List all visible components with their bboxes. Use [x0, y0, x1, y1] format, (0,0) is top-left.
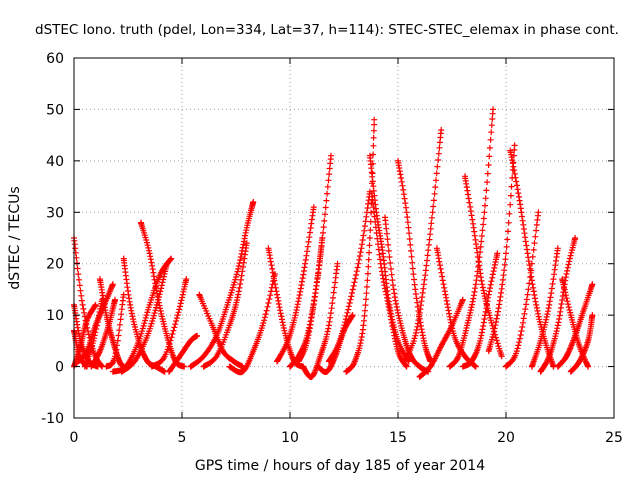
x-tick-label: 25 [605, 430, 623, 446]
series-22-points [295, 152, 334, 365]
series-5 [81, 296, 106, 370]
series-8-points [103, 291, 127, 370]
series-5-points [81, 296, 106, 370]
series-39-points [503, 209, 542, 370]
y-tick-label: 30 [46, 205, 64, 221]
series-24 [315, 312, 356, 375]
series-30 [395, 157, 434, 365]
series-24-points [315, 312, 356, 375]
series-38-points [507, 147, 557, 370]
series-23 [300, 260, 341, 380]
series-31-points [401, 127, 445, 365]
series-28 [369, 193, 410, 370]
series-18-points [226, 271, 278, 376]
y-tick-label: 40 [46, 154, 64, 170]
x-tick-label: 15 [389, 430, 407, 446]
series-31 [401, 127, 445, 365]
series-34-points [446, 106, 496, 370]
y-tick-label: 20 [46, 257, 64, 273]
series-34 [446, 106, 496, 370]
series-43 [554, 281, 596, 370]
series-36-points [462, 173, 505, 360]
series-41 [537, 235, 579, 375]
y-tick-label: 60 [46, 51, 64, 67]
data-marks [71, 106, 596, 380]
series-41-points [537, 235, 579, 375]
series-16 [187, 199, 257, 370]
series-44 [567, 312, 596, 375]
series-40 [528, 245, 561, 370]
series-42-points [559, 276, 592, 370]
series-13-points [148, 276, 190, 370]
series-14-points [166, 332, 201, 375]
series-30-points [395, 157, 434, 365]
series-7 [88, 296, 118, 370]
x-tick-label: 5 [178, 430, 187, 446]
series-12-points [118, 260, 170, 375]
series-25 [325, 188, 373, 365]
series-44-points [567, 312, 596, 375]
x-tick-label: 20 [497, 430, 515, 446]
series-22 [295, 152, 334, 365]
series-23-points [300, 260, 341, 380]
series-39 [503, 209, 542, 370]
series-16-points [187, 199, 257, 370]
series-14 [166, 332, 201, 375]
y-tick-label: 50 [46, 102, 64, 118]
series-13 [148, 276, 190, 370]
x-axis-label: GPS time / hours of day 185 of year 2014 [195, 458, 485, 474]
x-tick-label: 10 [281, 430, 299, 446]
y-axis-label: dSTEC / TECUs [7, 186, 23, 289]
series-17 [200, 240, 250, 370]
series-25-points [325, 188, 373, 365]
series-8 [103, 291, 127, 370]
series-43-points [554, 281, 596, 370]
series-32-points [416, 296, 466, 380]
x-tick-label: 0 [70, 430, 79, 446]
series-18 [226, 271, 278, 376]
chart-title: dSTEC Iono. truth (pdel, Lon=334, Lat=37… [35, 22, 619, 38]
y-tick-label: -10 [41, 411, 64, 427]
axis-ticks: 0 5 10 15 20 25 -10 0 10 20 30 40 50 60 [41, 51, 623, 446]
series-28-points [369, 193, 410, 370]
y-tick-label: 10 [46, 308, 64, 324]
series-12 [118, 260, 170, 375]
series-42 [559, 276, 592, 370]
series-36 [462, 173, 505, 360]
y-tick-label: 0 [55, 360, 64, 376]
series-40-points [528, 245, 561, 370]
series-38 [507, 147, 557, 370]
series-32 [416, 296, 466, 380]
series-17-points [200, 240, 250, 370]
series-20-points [274, 204, 317, 365]
plot-frame [73, 57, 615, 419]
series-7-points [88, 296, 118, 370]
series-20 [274, 204, 317, 365]
